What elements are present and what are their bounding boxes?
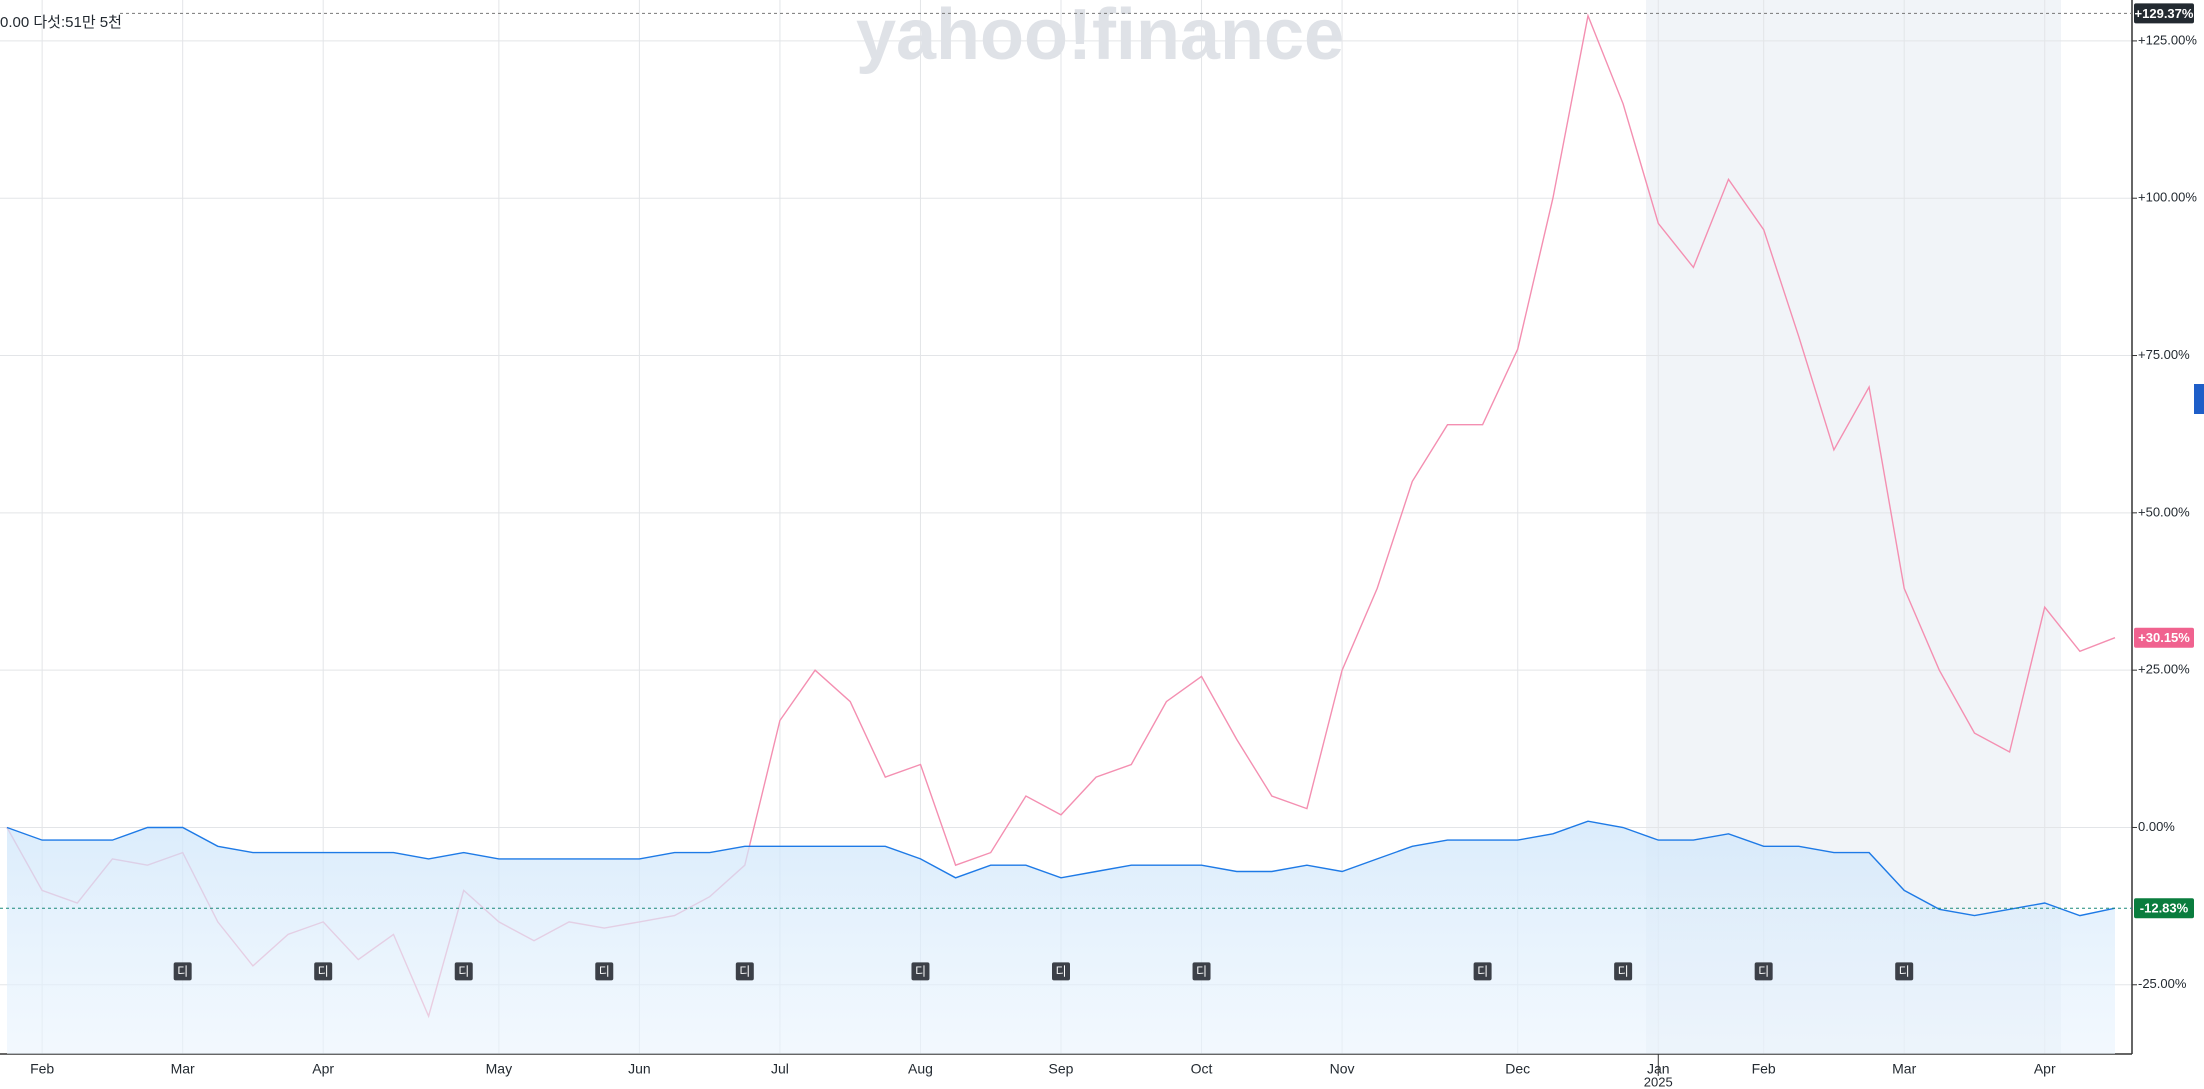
x-tick-label: Nov <box>1330 1061 1355 1077</box>
x-tick-label: Feb <box>1752 1061 1776 1077</box>
event-label: 디 <box>915 964 926 978</box>
y-tick-label: +50.00% <box>2138 504 2190 519</box>
event-label: 디 <box>1899 964 1910 978</box>
event-label: 디 <box>599 964 610 978</box>
event-marker <box>1895 962 1914 981</box>
event-label: 디 <box>177 964 188 978</box>
price-tag <box>2134 627 2194 648</box>
watermark: yahoo!finance <box>856 0 1344 75</box>
x-tick-label: Apr <box>312 1061 334 1077</box>
event-marker <box>314 962 333 981</box>
event-label: 디 <box>1758 964 1769 978</box>
event-marker <box>454 962 473 981</box>
event-marker <box>1192 962 1211 981</box>
area <box>7 821 2115 1054</box>
x-tick-label: Oct <box>1191 1061 1213 1077</box>
event-marker <box>1052 962 1070 981</box>
event-label: 디 <box>318 964 329 978</box>
price-tag <box>2134 898 2194 919</box>
y-tick-label: +100.00% <box>2138 190 2197 205</box>
x-tick-label: Aug <box>908 1061 933 1077</box>
event-label: 디 <box>1618 964 1629 978</box>
x-tick-label: Jun <box>628 1061 651 1077</box>
x-tick-label: Mar <box>171 1061 195 1077</box>
event-marker <box>595 962 614 981</box>
event-label: 디 <box>1055 964 1066 978</box>
event-label: 디 <box>1196 964 1207 978</box>
event-label: 디 <box>458 964 469 978</box>
x-tick-label: Sep <box>1049 1061 1074 1077</box>
y-tick-label: 0.00% <box>2138 819 2175 834</box>
price-tag-label: +30.15% <box>2138 630 2190 645</box>
x-tick-label: Jul <box>771 1061 789 1077</box>
event-marker <box>911 962 930 981</box>
header-text: 0.00 다섯:51만 5천 <box>0 14 122 31</box>
year-label: 2025 <box>1644 1074 1673 1089</box>
side-handle[interactable] <box>2194 384 2204 414</box>
y-tick-label: +25.00% <box>2138 662 2190 677</box>
event-marker <box>173 962 192 981</box>
y-tick-label: +125.00% <box>2138 32 2197 47</box>
price-tag-label: +129.37% <box>2135 6 2194 21</box>
y-tick-label: +75.00% <box>2138 347 2190 362</box>
price-tag <box>2134 3 2194 24</box>
series-line <box>6 820 2116 917</box>
event-label: 디 <box>1477 964 1488 978</box>
x-tick-label: Mar <box>1892 1061 1916 1077</box>
x-tick-label: May <box>486 1061 512 1077</box>
event-label: 디 <box>739 964 750 978</box>
event-marker <box>735 962 754 981</box>
event-marker <box>1614 962 1633 981</box>
x-tick-label: Feb <box>30 1061 54 1077</box>
event-marker <box>1473 962 1492 981</box>
x-tick-label: Dec <box>1505 1061 1530 1077</box>
y-tick-label: -25.00% <box>2138 976 2187 991</box>
price-tag-label: -12.83% <box>2140 901 2189 916</box>
x-tick-label: Apr <box>2034 1061 2056 1077</box>
event-marker <box>1754 962 1773 981</box>
